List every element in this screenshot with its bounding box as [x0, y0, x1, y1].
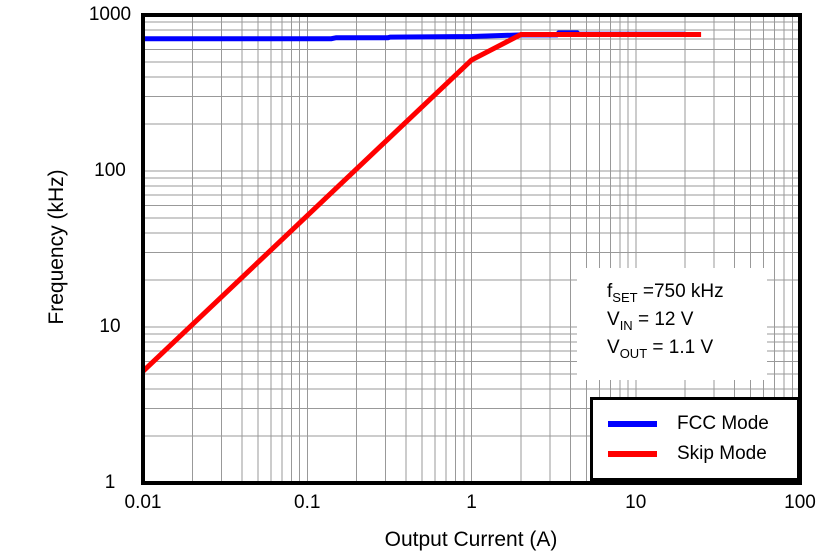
conditions-annotation: fSET =750 kHz VIN = 12 V VOUT = 1.1 V — [577, 268, 767, 380]
x-axis-title: Output Current (A) — [384, 528, 558, 551]
x-tick-label-1: 1 — [466, 492, 477, 513]
y-tick-label-1: 1 — [104, 472, 116, 493]
legend-label: FCC Mode — [677, 413, 769, 434]
legend: FCC Mode Skip Mode — [590, 397, 800, 481]
legend-label: Skip Mode — [677, 443, 767, 464]
legend-swatch-line-icon — [608, 421, 657, 427]
plot-frame — [141, 13, 802, 485]
x-tick-label-0.01: 0.01 — [124, 492, 162, 513]
legend-swatch-line-icon — [608, 451, 657, 457]
legend-item-skip-mode: Skip Mode — [593, 439, 797, 469]
annotation-line-vin: VIN = 12 V — [607, 309, 694, 333]
y-tick-label-1000: 1000 — [88, 4, 132, 25]
data-series-lines — [141, 30, 702, 374]
annotation-line-fset: fSET =750 kHz — [607, 281, 724, 305]
y-tick-label-10: 10 — [99, 316, 121, 337]
x-tick-label-10: 10 — [625, 492, 647, 513]
x-tick-label-0.1: 0.1 — [294, 492, 321, 513]
y-tick-label-100: 100 — [94, 160, 126, 181]
x-tick-label-100: 100 — [784, 492, 816, 513]
annotation-line-vout: VOUT = 1.1 V — [607, 337, 714, 361]
legend-item-fcc-mode: FCC Mode — [593, 409, 797, 439]
y-axis-title: Frequency (kHz) — [45, 169, 68, 325]
series-line-skip-mode — [141, 32, 702, 374]
